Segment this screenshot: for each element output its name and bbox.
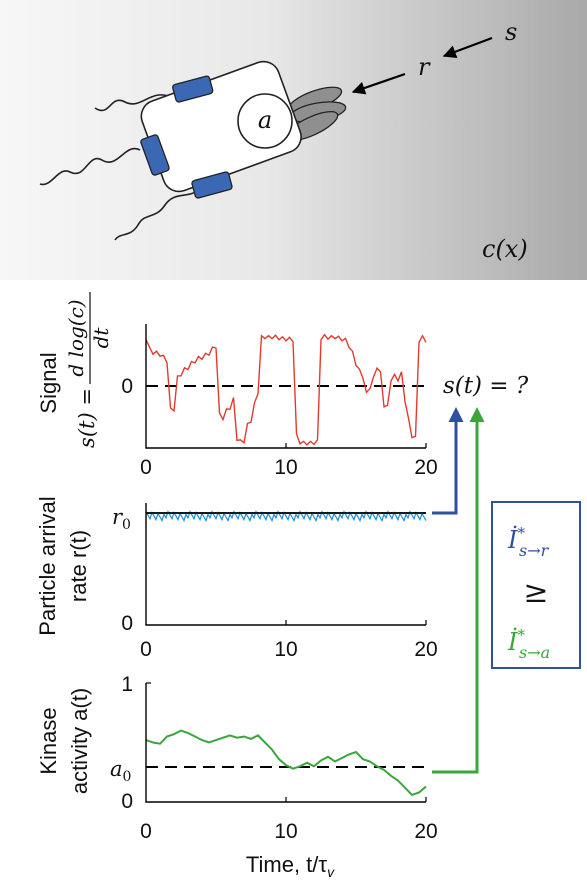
info-top: İ* s→r (507, 524, 550, 560)
kinase-tick-a0-main: a (110, 757, 123, 781)
info-box-frame (491, 501, 581, 669)
flagellum-3 (114, 187, 201, 241)
info-top-I: İ (507, 525, 518, 554)
s-arrow (442, 36, 493, 59)
kinase-tick-a0: a0 (110, 757, 131, 785)
motor-top (172, 75, 214, 103)
green-arrow (432, 407, 485, 774)
kinase-series-line (145, 729, 427, 797)
r-label: r (418, 53, 431, 81)
rate-tick-r0: r0 (112, 505, 131, 533)
signal-tick-x20: 20 (414, 456, 437, 479)
signal-tick-x10: 10 (274, 456, 297, 479)
rate-tick-x0: 0 (140, 638, 152, 661)
rate-tick-x10: 10 (274, 638, 297, 661)
signal-ticks (146, 385, 427, 448)
signal-tick-x0: 0 (140, 456, 152, 479)
kinase-ylabel-1: Kinase (36, 707, 61, 774)
signal-frac-num: d log(c) (64, 299, 88, 376)
time-axis-label-main: Time, t/τ (246, 852, 328, 877)
signal-series-line (145, 333, 427, 446)
rate-tick-x20: 20 (414, 638, 437, 661)
rate-tick-r0-main: r (112, 505, 124, 529)
kinase-tick-x0: 0 (140, 820, 152, 843)
s-label: s (505, 18, 517, 46)
info-top-sup: * (517, 524, 525, 542)
r-arrow (351, 72, 406, 95)
signal-ylabel-2: s(t) = (75, 388, 99, 448)
signal-frac-den: dt (89, 327, 113, 349)
question-label: s(t) = ? (443, 373, 529, 399)
rate-panel: Particle arrival rate r(t) r0 0 0 10 20 (35, 496, 438, 661)
info-top-sub: s→r (519, 541, 550, 560)
kinase-tick-a0-sub: 0 (123, 769, 132, 785)
kinase-circle (237, 93, 293, 149)
rate-ylabel-2: rate r(t) (66, 530, 91, 602)
signal-axes (145, 324, 426, 449)
concentration-label: c(x) (482, 235, 528, 263)
motor-left (140, 134, 170, 176)
kinase-tick-y0: 0 (121, 790, 133, 813)
rate-ylabel-1: Particle arrival (35, 496, 60, 635)
signal-tick-y0: 0 (121, 375, 133, 398)
info-bottom: İ* s→a (507, 626, 550, 662)
time-axis-label: Time, t/τv (246, 852, 335, 880)
bacterium-illustration: a (39, 60, 347, 241)
flagellum-1 (94, 94, 169, 112)
kinase-axes (145, 683, 426, 803)
blue-arrow (432, 407, 464, 515)
rate-series-noise (145, 510, 427, 523)
rate-tick-y0: 0 (121, 612, 133, 635)
kinase-tick-y1: 1 (121, 673, 133, 696)
kinase-ylabel-2: activity a(t) (67, 688, 92, 794)
info-bottom-sub: s→a (519, 643, 550, 662)
info-bottom-sup: * (517, 626, 525, 644)
kinase-ticks (146, 682, 427, 802)
rate-axes (145, 503, 426, 626)
flagellum-2 (39, 147, 141, 186)
kinase-tick-x10: 10 (274, 820, 297, 843)
time-axis-label-sub: v (327, 864, 335, 880)
kinase-panel: Kinase activity a(t) 1 a0 0 0 10 20 Time… (36, 673, 438, 880)
rate-tick-r0-sub: 0 (122, 517, 131, 533)
signal-panel: Signal s(t) = d log(c) dt 0 0 10 20 s(t)… (36, 292, 529, 479)
kinase-label: a (258, 106, 272, 134)
signal-ylabel-1: Signal (36, 352, 61, 413)
rate-ticks (285, 620, 427, 625)
motor-bottom (191, 171, 233, 199)
info-bottom-I: İ (507, 627, 518, 656)
info-rate-box: İ* s→r ≥ İ* s→a (491, 501, 581, 669)
info-ge: ≥ (523, 575, 548, 610)
kinase-tick-x20: 20 (414, 820, 437, 843)
